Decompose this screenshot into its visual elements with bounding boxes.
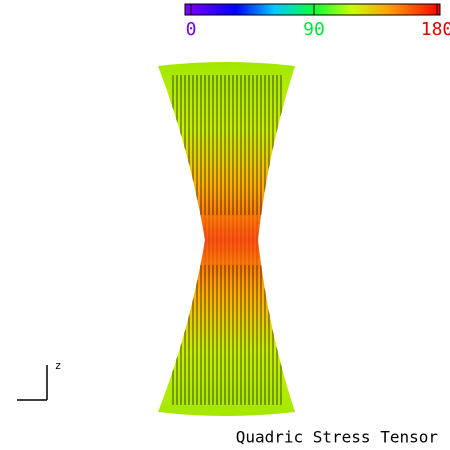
colorbar [184, 3, 441, 16]
tick-label: 0 [186, 19, 197, 40]
colorbar-ticks: 0 90 180 [186, 4, 450, 40]
axis-label: z [55, 359, 62, 372]
tick-label: 180 [421, 19, 450, 40]
hourglass-mesh [158, 62, 295, 416]
caption: Quadric Stress Tensor [236, 428, 439, 447]
tick-label: 90 [303, 19, 325, 40]
axis-triad: z [17, 359, 62, 401]
